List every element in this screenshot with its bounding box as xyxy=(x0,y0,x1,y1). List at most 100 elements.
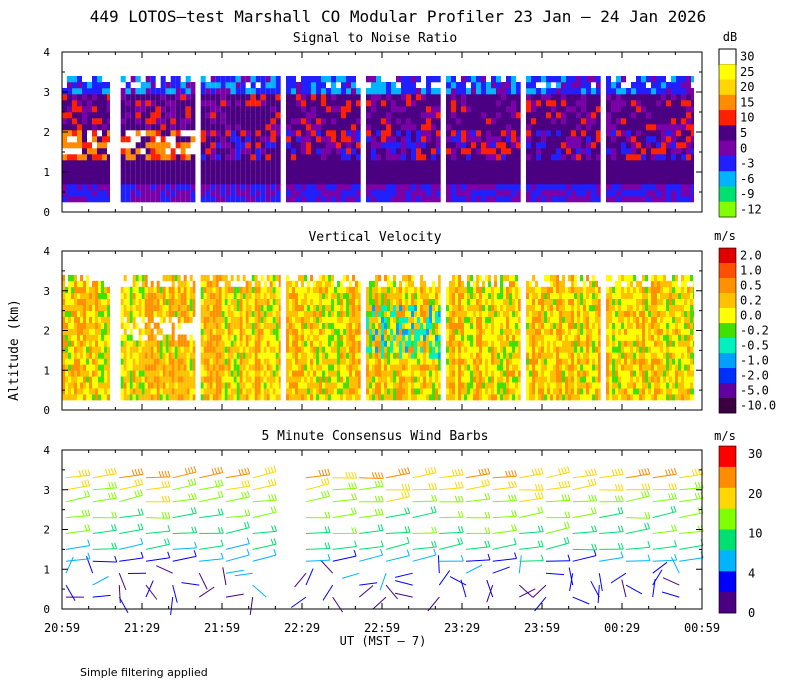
vv-cell xyxy=(144,292,148,299)
snr-cell xyxy=(541,112,546,119)
snr-cell xyxy=(260,106,266,113)
vv-cell xyxy=(337,280,340,288)
snr-cell xyxy=(496,148,501,155)
snr-cell xyxy=(686,142,691,149)
vv-cell xyxy=(369,310,372,317)
snr-cell xyxy=(321,172,326,179)
snr-cell xyxy=(62,100,67,107)
vv-cell xyxy=(180,388,184,395)
snr-cell xyxy=(596,124,601,131)
snr-cell xyxy=(160,124,166,131)
snr-cell xyxy=(107,100,110,107)
snr-cell xyxy=(626,184,631,191)
snr-cell xyxy=(471,160,476,167)
snr-cell xyxy=(87,136,92,143)
snr-cell xyxy=(381,160,386,167)
vv-cell xyxy=(393,304,396,311)
snr-cell xyxy=(190,148,196,155)
vv-cell xyxy=(393,346,396,353)
vv-cell xyxy=(286,358,289,365)
vv-cell xyxy=(316,358,319,365)
vv-cell xyxy=(455,382,458,389)
snr-cell xyxy=(561,118,566,125)
snr-cell xyxy=(145,124,151,131)
vv-cell xyxy=(62,352,65,359)
snr-cell xyxy=(371,82,376,89)
snr-cell xyxy=(200,154,206,161)
vv-cell xyxy=(212,340,216,347)
snr-cell xyxy=(301,184,306,191)
vv-cell xyxy=(408,274,411,282)
snr-cell xyxy=(336,148,341,155)
vv-cell xyxy=(438,346,441,353)
snr-cell xyxy=(491,100,496,107)
snr-cell xyxy=(235,130,241,137)
vv-cell xyxy=(68,394,71,401)
snr-cell xyxy=(391,88,396,95)
snr-cell xyxy=(250,172,256,179)
snr-cell xyxy=(326,184,331,191)
snr-cell xyxy=(296,106,301,113)
vv-cell xyxy=(218,382,222,389)
snr-cell xyxy=(130,112,136,119)
snr-cell xyxy=(381,166,386,173)
vv-cell xyxy=(429,304,432,311)
snr-cell xyxy=(135,88,141,95)
vv-cell xyxy=(393,310,396,317)
vv-cell xyxy=(278,286,281,294)
snr-cell xyxy=(506,76,511,83)
snr-cell xyxy=(691,154,694,161)
snr-cell xyxy=(250,82,256,89)
vv-cell xyxy=(251,304,255,311)
vv-cell xyxy=(289,364,292,371)
vv-cell xyxy=(366,376,369,383)
vv-cell xyxy=(438,316,441,323)
snr-cell xyxy=(556,190,561,197)
vv-cell xyxy=(381,322,384,329)
vv-cell xyxy=(200,328,204,335)
snr-cell xyxy=(316,160,321,167)
vv-cell xyxy=(328,304,331,311)
snr-cell xyxy=(501,196,506,203)
snr-cell xyxy=(411,166,416,173)
vv-cell xyxy=(183,280,187,288)
vv-cell xyxy=(239,394,243,401)
vv-cell xyxy=(458,304,461,311)
snr-cell xyxy=(516,82,521,89)
vv-cell xyxy=(292,322,295,329)
vv-cell xyxy=(183,292,187,299)
snr-cell xyxy=(296,94,301,101)
snr-cell xyxy=(150,154,156,161)
vv-cell xyxy=(408,292,411,299)
snr-cell xyxy=(676,184,681,191)
snr-cell xyxy=(97,196,102,203)
vv-cell xyxy=(95,310,98,317)
vv-cell xyxy=(384,340,387,347)
vv-cell xyxy=(83,310,86,317)
snr-cell xyxy=(102,106,107,113)
vv-cell xyxy=(405,334,408,341)
vv-cell xyxy=(150,388,154,395)
vv-cell xyxy=(89,292,92,299)
vv-cell xyxy=(298,286,301,294)
snr-cell xyxy=(541,142,546,149)
snr-cell xyxy=(486,142,491,149)
snr-cell xyxy=(306,178,311,185)
snr-cell xyxy=(351,76,356,83)
snr-cell xyxy=(155,196,161,203)
vv-cell xyxy=(120,346,124,353)
snr-cell xyxy=(301,112,306,119)
vv-cell xyxy=(180,340,184,347)
snr-cell xyxy=(516,160,521,167)
snr-cell xyxy=(62,178,67,185)
vv-cell xyxy=(289,346,292,353)
snr-cell xyxy=(566,190,571,197)
snr-cell xyxy=(526,106,531,113)
vv-cell xyxy=(192,352,196,359)
vv-cell xyxy=(334,298,337,305)
vv-cell xyxy=(331,292,334,299)
vv-cell xyxy=(165,346,169,353)
vv-cell xyxy=(150,352,154,359)
vv-cell xyxy=(71,358,74,365)
vv-cell xyxy=(399,286,402,294)
